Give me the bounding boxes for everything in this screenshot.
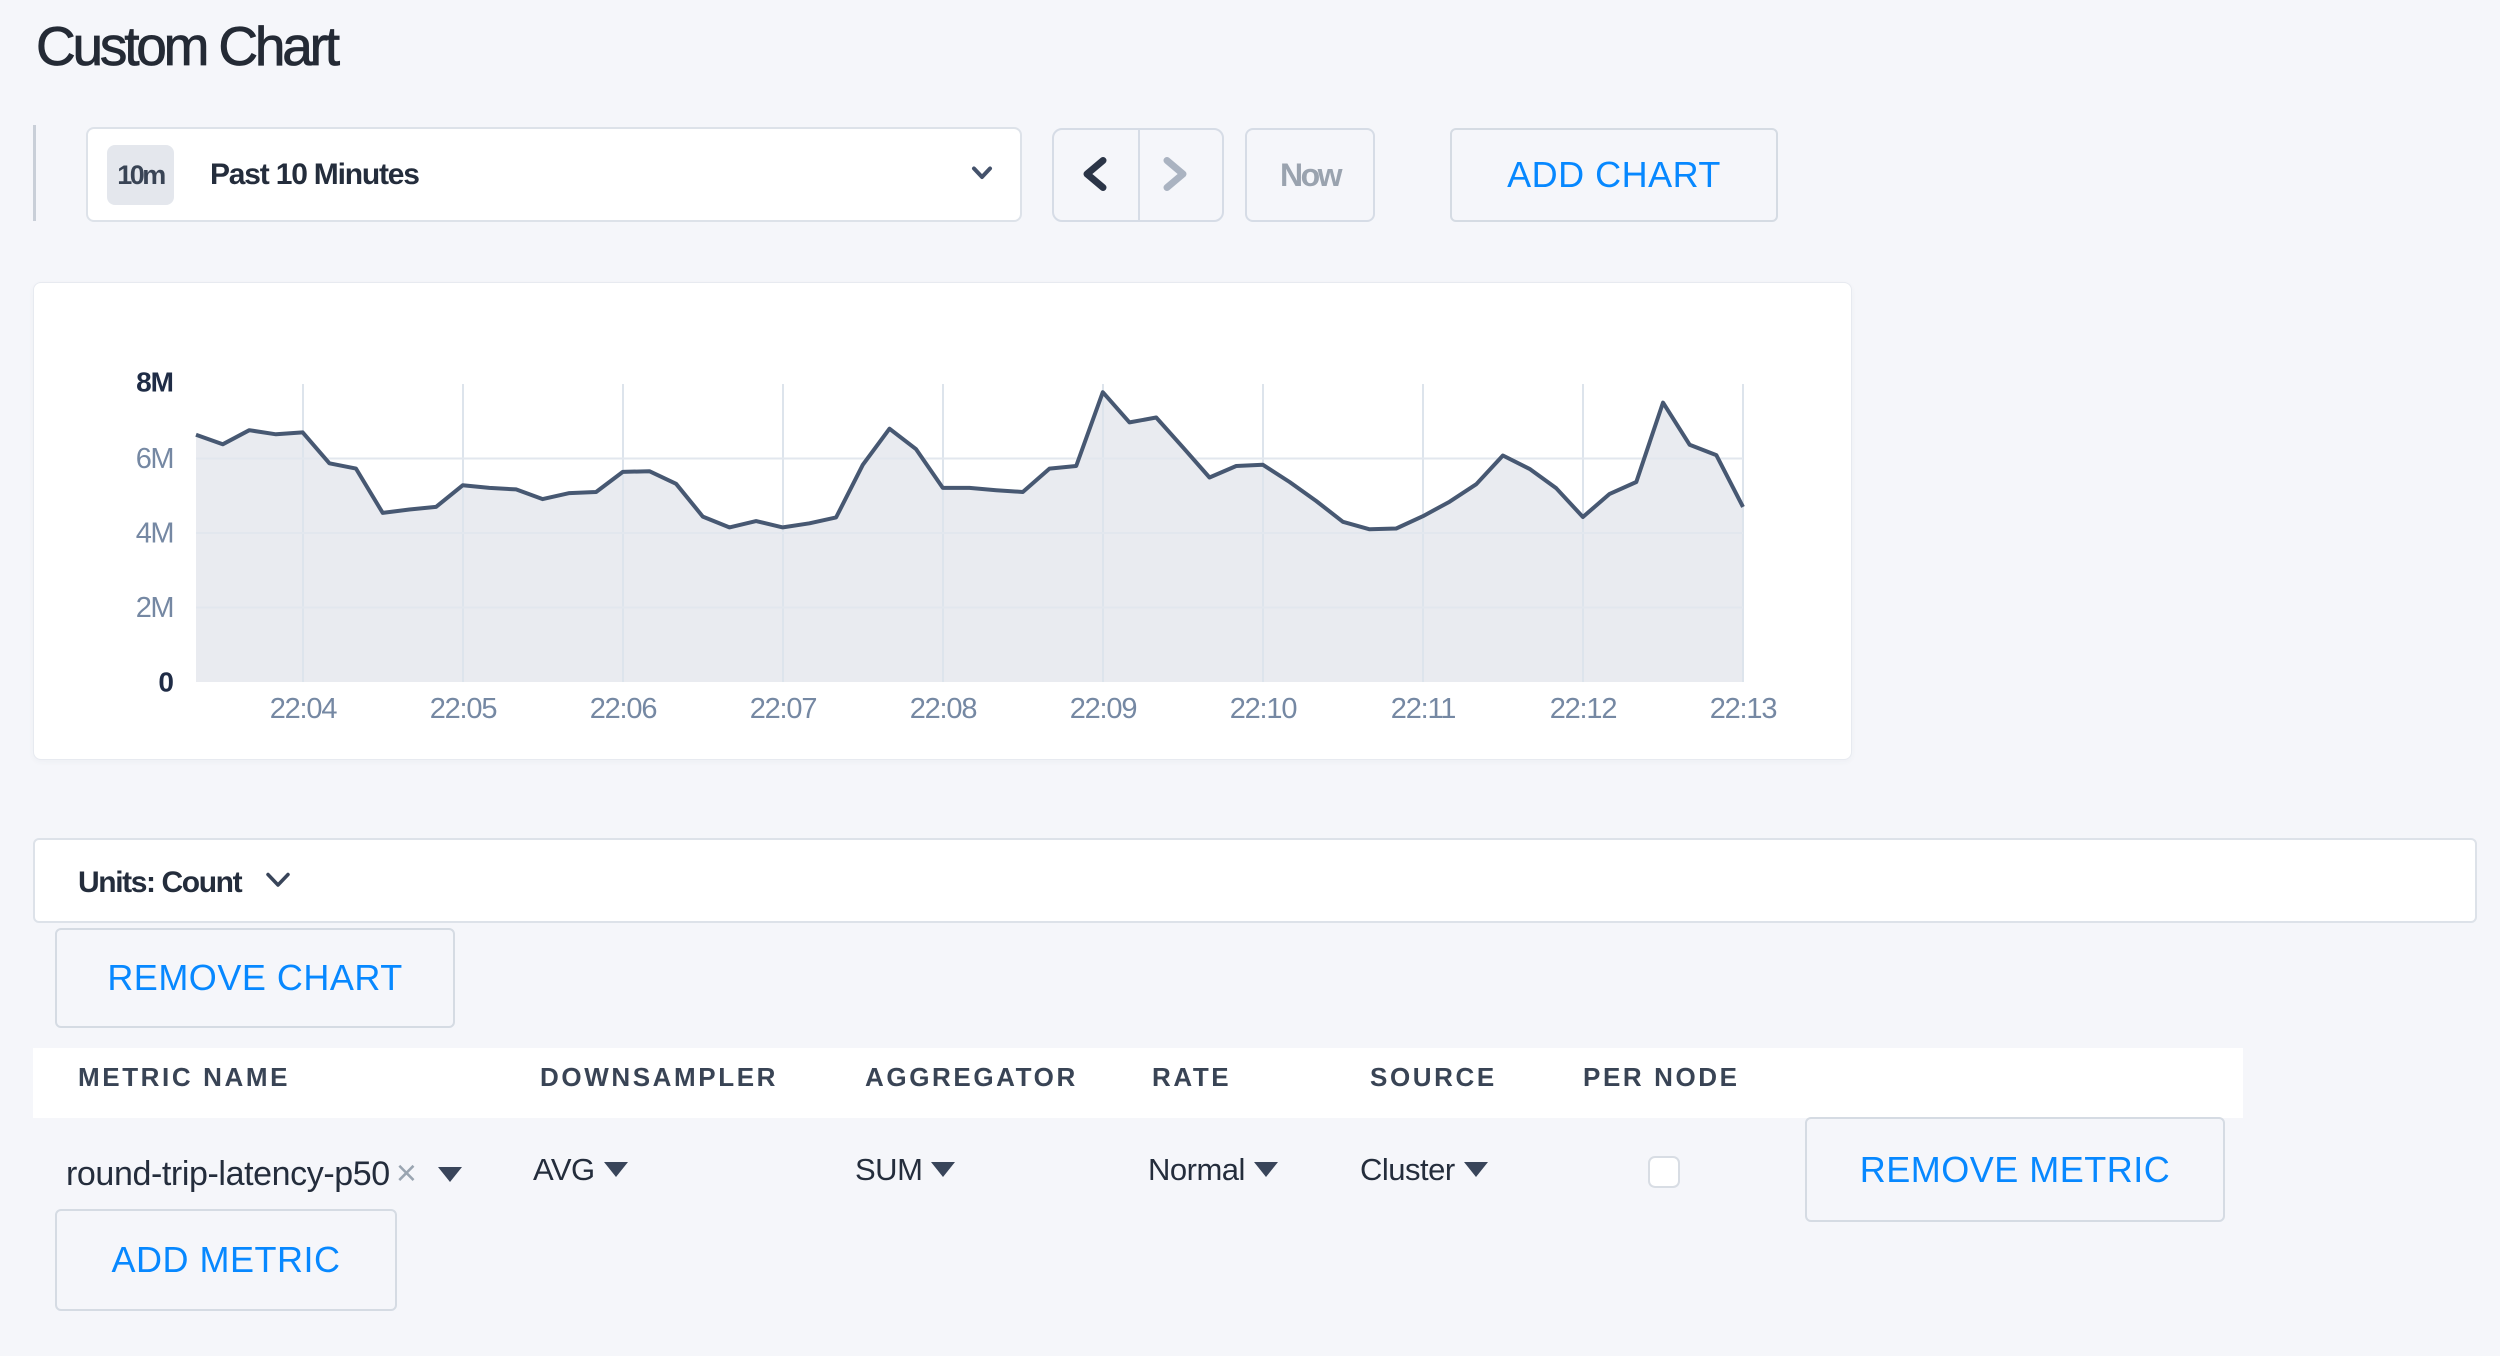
svg-text:22:09: 22:09 [1070,693,1137,725]
svg-text:22:12: 22:12 [1550,693,1617,725]
svg-text:0: 0 [158,666,173,697]
svg-text:22:13: 22:13 [1710,693,1777,725]
svg-text:22:04: 22:04 [270,693,338,725]
svg-text:22:11: 22:11 [1391,693,1455,725]
svg-text:22:07: 22:07 [750,693,817,725]
svg-text:22:06: 22:06 [590,693,657,725]
svg-text:8M: 8M [136,366,173,397]
svg-text:6M: 6M [136,443,173,475]
svg-text:22:08: 22:08 [910,693,977,725]
svg-text:22:10: 22:10 [1230,693,1297,725]
svg-text:4M: 4M [136,518,173,550]
svg-text:2M: 2M [136,592,173,624]
svg-text:22:05: 22:05 [430,693,497,725]
